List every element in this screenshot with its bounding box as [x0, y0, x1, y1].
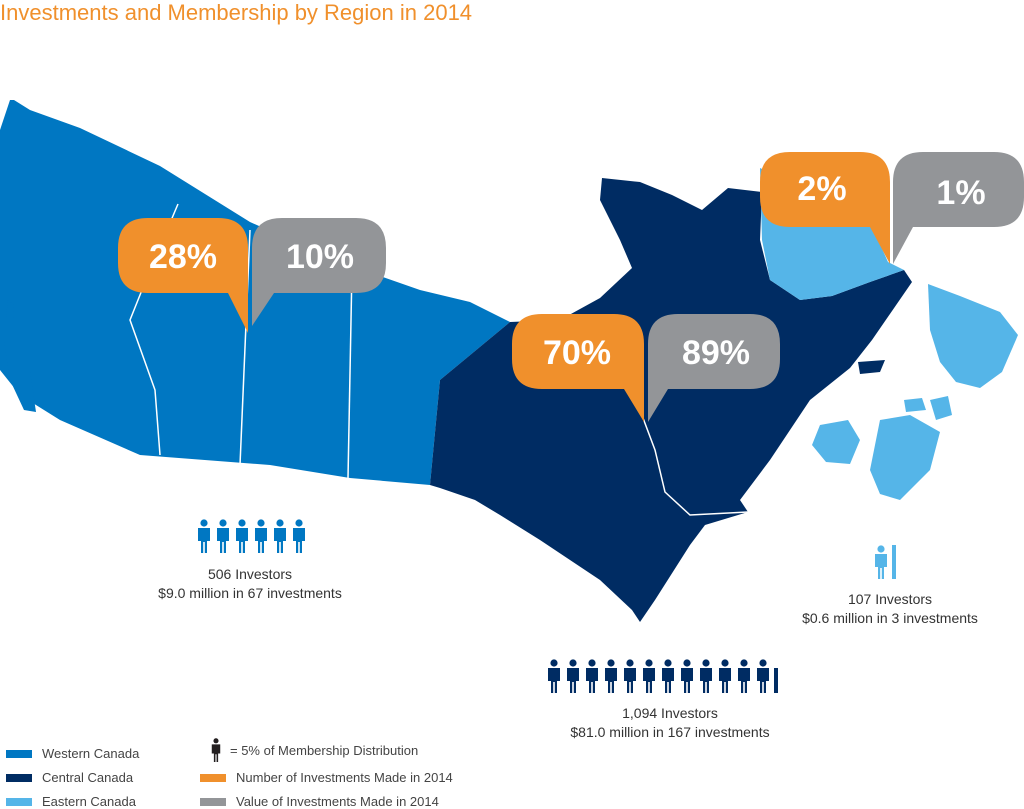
legend-value: Value of Investments Made in 2014: [200, 794, 439, 809]
legend-number: Number of Investments Made in 2014: [200, 770, 453, 785]
legend-western: Western Canada: [6, 746, 139, 761]
eastern-number-bubble: [760, 152, 890, 264]
legend-eastern: Eastern Canada: [6, 794, 136, 809]
western-number-pct: 28%: [148, 238, 218, 276]
eastern-stats: 107 Investors $0.6 million in 3 investme…: [780, 590, 1000, 628]
legend-central-swatch: [6, 773, 32, 782]
western-person-icons: [198, 519, 305, 553]
central-detail: $81.0 million in 167 investments: [570, 724, 770, 740]
legend-eastern-label: Eastern Canada: [42, 794, 136, 809]
legend-central-label: Central Canada: [42, 770, 134, 785]
new-brunswick-nova-scotia[interactable]: [812, 415, 940, 500]
central-canada-region[interactable]: [430, 178, 912, 622]
province-border-on-qc: [639, 409, 749, 516]
western-detail: $9.0 million in 67 investments: [158, 585, 342, 601]
page-title: Investments and Membership by Region in …: [0, 0, 473, 25]
central-number-bubble: [512, 314, 644, 422]
legend-central: Central Canada: [6, 770, 133, 785]
western-investors: 506 Investors: [207, 566, 293, 582]
legend-value-swatch: [200, 797, 226, 806]
eastern-value-bubble: [893, 152, 1024, 264]
western-value-bubble: [252, 218, 386, 326]
central-number-pct: 70%: [542, 334, 612, 372]
haida-gwaii: [6, 300, 14, 322]
western-stats: 506 Investors $9.0 million in 67 investm…: [130, 565, 370, 603]
eastern-value-pct: 1%: [936, 174, 986, 212]
cape-breton: [930, 396, 952, 420]
legend-person: = 5% of Membership Distribution: [208, 738, 418, 762]
central-person-icons: [548, 659, 778, 693]
newfoundland[interactable]: [928, 284, 1018, 388]
legend-eastern-swatch: [6, 797, 32, 806]
anticosti-island: [858, 360, 885, 374]
central-investors: 1,094 Investors: [622, 705, 718, 721]
legend-number-swatch: [200, 773, 226, 782]
eastern-number-pct: 2%: [797, 170, 847, 208]
legend-western-label: Western Canada: [42, 746, 140, 761]
legend-number-label: Number of Investments Made in 2014: [236, 770, 453, 785]
person-icon: [211, 738, 221, 762]
province-border-ab-sk: [239, 229, 251, 466]
central-value-bubble: [648, 314, 780, 422]
central-stats: 1,094 Investors $81.0 million in 167 inv…: [520, 704, 820, 742]
western-number-bubble: [118, 218, 248, 333]
legend-western-swatch: [6, 749, 32, 758]
pei: [904, 398, 926, 412]
province-border-sk-mb: [347, 267, 353, 479]
vancouver-island: [4, 340, 36, 412]
legend-value-label: Value of Investments Made in 2014: [236, 794, 439, 809]
eastern-detail: $0.6 million in 3 investments: [802, 610, 978, 626]
legend-person-label: = 5% of Membership Distribution: [230, 742, 419, 758]
eastern-investors: 107 Investors: [847, 591, 933, 607]
western-value-pct: 10%: [285, 238, 355, 276]
central-value-pct: 89%: [681, 334, 751, 372]
eastern-person-icons: [875, 545, 896, 579]
